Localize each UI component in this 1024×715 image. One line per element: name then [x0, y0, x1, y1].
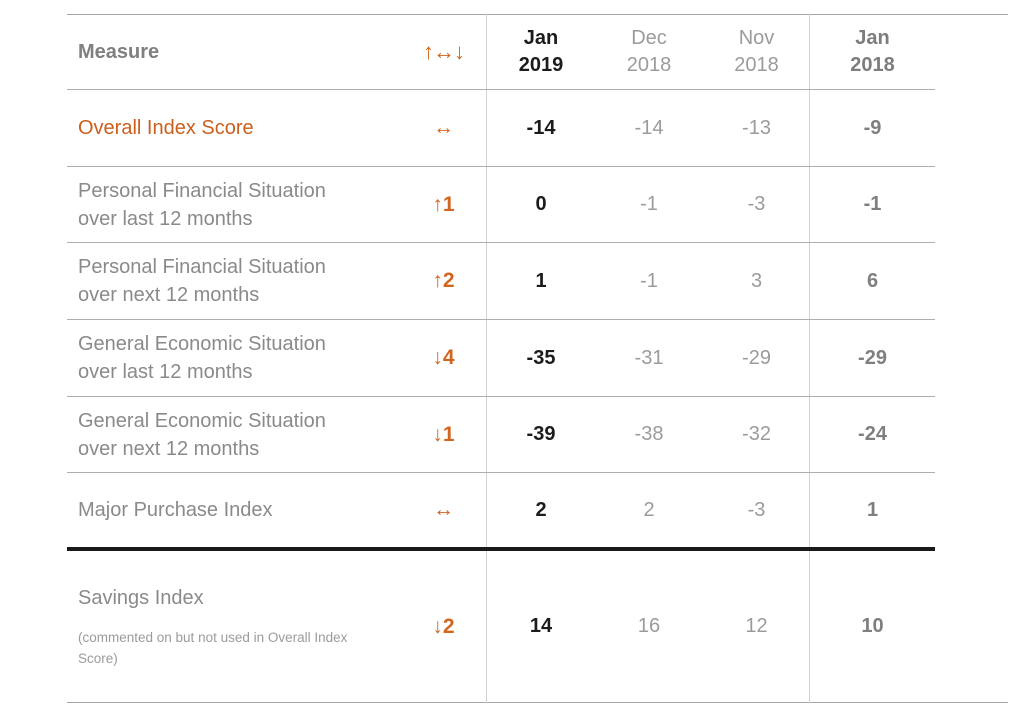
value-cell-nov-2018: -29	[742, 346, 771, 369]
measure-label: Major Purchase Index	[78, 499, 273, 521]
table-row-savings-index: Savings Index (commented on but not used…	[67, 551, 935, 702]
measure-label: Overall Index Score	[78, 117, 254, 139]
table-bottom-border	[67, 702, 1008, 703]
measure-cell: Personal Financial Situation over next 1…	[67, 253, 400, 309]
column-divider-left	[486, 14, 487, 703]
table-row-personal-financial-next-12: Personal Financial Situation over next 1…	[67, 243, 935, 320]
value-cell-jan-2019: -14	[526, 116, 556, 139]
value-cell-jan-2019: 1	[535, 269, 547, 292]
value-cell-jan-2018: -9	[863, 116, 882, 139]
value-cell-dec-2018: 16	[637, 615, 661, 637]
change-indicator-icon: ↓4	[432, 346, 455, 369]
value-cell-dec-2018: -38	[634, 423, 664, 445]
measure-cell: Major Purchase Index	[67, 496, 400, 524]
value-cell-jan-2019: 14	[529, 615, 553, 637]
value-cell-dec-2018: -1	[640, 269, 658, 292]
value-cell-jan-2018: -1	[863, 193, 882, 215]
value-cell-jan-2019: -39	[526, 423, 556, 445]
measure-column-header: Measure	[78, 40, 160, 63]
value-cell-dec-2018: -1	[640, 193, 658, 215]
value-cell-jan-2018: 6	[866, 269, 879, 292]
measure-label: General Economic Situation over next 12 …	[78, 409, 326, 460]
column-header-month: Jan	[855, 27, 890, 49]
column-header-jan-2018: Jan 2018	[810, 25, 935, 79]
column-header-nov-2018: Nov 2018	[703, 25, 810, 79]
value-cell-dec-2018: -14	[634, 116, 664, 139]
value-cell-nov-2018: -3	[747, 193, 766, 215]
column-header-year: 2018	[734, 54, 779, 76]
value-cell-jan-2018: -24	[858, 423, 887, 445]
column-divider-right	[809, 14, 810, 703]
column-header-year: 2018	[626, 54, 672, 76]
change-indicator-icon: ↓1	[432, 422, 455, 446]
change-indicator-icon: ↓2	[432, 614, 455, 638]
change-arrows-legend-icon: ↑↔↓	[423, 39, 465, 64]
measure-label: Personal Financial Situation over next 1…	[78, 256, 326, 306]
table-top-border	[67, 14, 1008, 15]
value-cell-nov-2018: -13	[742, 116, 771, 139]
value-cell-nov-2018: -3	[747, 498, 766, 521]
table-row-general-economic-next-12: General Economic Situation over next 12 …	[67, 397, 935, 473]
value-cell-jan-2018: 10	[861, 615, 884, 637]
column-header-month: Dec	[631, 27, 667, 49]
change-indicator-icon: ↔	[433, 498, 454, 521]
measure-footnote: (commented on but not used in Overall In…	[78, 630, 348, 666]
value-cell-jan-2019: 0	[535, 193, 547, 215]
index-scores-table: Measure ↑↔↓ Jan 2019 Dec 2018 Nov 2018 J…	[67, 15, 935, 702]
column-header-dec-2018: Dec 2018	[595, 25, 703, 79]
measure-cell: General Economic Situation over next 12 …	[67, 407, 400, 463]
value-cell-jan-2018: -29	[858, 346, 887, 369]
value-cell-jan-2018: 1	[866, 498, 879, 521]
value-cell-dec-2018: -31	[634, 346, 664, 369]
table-header-row: Measure ↑↔↓ Jan 2019 Dec 2018 Nov 2018 J…	[67, 15, 935, 90]
column-header-jan-2019: Jan 2019	[487, 25, 595, 79]
value-cell-jan-2019: 2	[535, 498, 547, 521]
measure-cell: Savings Index (commented on but not used…	[67, 584, 400, 669]
value-cell-nov-2018: 3	[750, 269, 763, 292]
value-cell-nov-2018: 12	[745, 615, 768, 637]
measure-label: Personal Financial Situation over last 1…	[78, 179, 326, 230]
change-indicator-icon: ↔	[433, 116, 454, 139]
column-header-year: 2019	[518, 54, 564, 76]
measure-cell: Overall Index Score	[67, 114, 400, 142]
column-header-year: 2018	[850, 54, 895, 76]
table-row-overall-index-score: Overall Index Score ↔ -14 -14 -13 -9	[67, 90, 935, 167]
value-cell-dec-2018: 2	[643, 498, 655, 521]
measure-cell: General Economic Situation over last 12 …	[67, 330, 400, 386]
value-cell-jan-2019: -35	[526, 346, 556, 369]
measure-cell: Personal Financial Situation over last 1…	[67, 177, 400, 233]
table-row-personal-financial-last-12: Personal Financial Situation over last 1…	[67, 167, 935, 243]
column-header-month: Jan	[523, 27, 559, 49]
column-header-month: Nov	[738, 27, 775, 49]
measure-label: Savings Index	[78, 587, 204, 610]
table-row-general-economic-last-12: General Economic Situation over last 12 …	[67, 320, 935, 397]
change-indicator-icon: ↑2	[432, 269, 455, 292]
value-cell-nov-2018: -32	[742, 423, 771, 445]
measure-label: General Economic Situation over last 12 …	[78, 333, 326, 383]
change-indicator-icon: ↑1	[432, 192, 455, 216]
table-row-major-purchase-index: Major Purchase Index ↔ 2 2 -3 1	[67, 473, 935, 551]
